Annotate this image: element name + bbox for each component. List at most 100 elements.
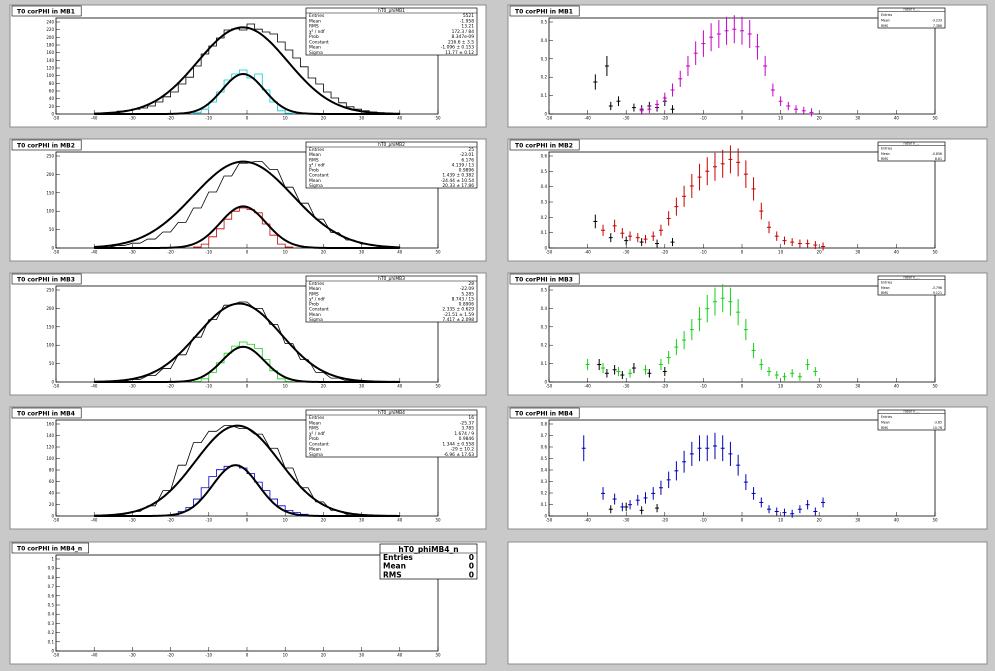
x-tick-label: -20 [167, 384, 174, 389]
stat-label: Sigma [309, 452, 323, 458]
stat-label: Mean [383, 562, 406, 571]
stat-label: Mean [881, 420, 890, 424]
stats-title: hT0_phiMB1 [378, 8, 405, 14]
x-tick-label: -20 [662, 518, 669, 523]
x-tick-label: 50 [435, 518, 441, 523]
stat-value: 28 [468, 281, 474, 287]
stats-title: hT0_phiMB4 [378, 410, 405, 416]
stat-value: 7.386 [933, 24, 942, 28]
stat-label: Entries [881, 415, 892, 419]
x-tick-label: 10 [778, 518, 784, 523]
x-tick-label: -50 [546, 518, 553, 523]
x-tick-label: -40 [584, 518, 591, 523]
x-tick-label: -40 [91, 250, 98, 255]
stat-label: RMS [309, 291, 319, 297]
stat-value: 9.121 [933, 291, 942, 295]
y-tick-label: 0.5 [541, 288, 548, 293]
x-tick-label: -20 [167, 653, 174, 658]
x-tick-label: 0 [246, 116, 249, 121]
stat-value: 172.3 / 84 [452, 29, 475, 35]
x-tick-label: 0 [741, 518, 744, 523]
y-tick-label: 120 [46, 66, 54, 71]
x-tick-label: 40 [397, 250, 403, 255]
y-tick-label: 0.3 [541, 479, 548, 484]
x-tick-label: -20 [167, 518, 174, 523]
y-tick-label: 20 [49, 104, 55, 109]
x-tick-label: -20 [167, 250, 174, 255]
stat-label: Constant [309, 307, 329, 313]
stat-label: Entries [309, 415, 325, 421]
x-tick-label: -50 [53, 250, 60, 255]
title-box [11, 5, 82, 17]
y-tick-label: 40 [49, 491, 55, 496]
y-tick-label: 0.3 [541, 56, 548, 61]
y-tick-label: 0 [544, 246, 547, 251]
y-tick-label: 0.4 [541, 468, 548, 473]
x-tick-label: 50 [435, 116, 441, 121]
x-tick-label: 0 [246, 250, 249, 255]
stat-value: 1.674 / 9 [454, 431, 474, 437]
x-tick-label: 40 [397, 116, 403, 121]
y-tick-label: 0.5 [541, 169, 548, 174]
x-tick-label: 20 [817, 518, 823, 523]
y-tick-label: 40 [49, 96, 55, 101]
x-tick-label: 10 [283, 518, 289, 523]
y-tick-label: 140 [46, 433, 54, 438]
x-tick-label: -50 [53, 518, 60, 523]
x-tick-label: 20 [321, 116, 327, 121]
y-tick-label: 0.6 [541, 445, 548, 450]
x-tick-label: -40 [91, 653, 98, 658]
x-tick-label: 40 [894, 116, 900, 121]
y-tick-label: 0.5 [48, 603, 55, 608]
stat-value: 0.9896 [459, 168, 475, 174]
x-tick-label: -40 [91, 518, 98, 523]
pad-frame [9, 272, 487, 396]
stat-label: Sigma [309, 317, 323, 323]
stat-value: -24.44 ± 10.54 [441, 178, 474, 184]
title-box [509, 407, 580, 419]
histogram-selected [193, 69, 294, 114]
y-tick-label: 0.4 [541, 306, 548, 311]
stat-value: -22.09 [460, 286, 474, 292]
fit-curve-selected [94, 345, 400, 383]
stat-label: Mean [881, 152, 890, 156]
x-tick-label: -30 [623, 518, 630, 523]
y-tick-label: 0.8 [48, 575, 55, 580]
chart-title: T0 corPHI in MB4 [515, 411, 573, 418]
stat-value: 4.139 / 13 [452, 162, 475, 168]
y-tick-label: 0.5 [541, 20, 548, 25]
stat-value: 8.61 [935, 157, 942, 161]
y-tick-label: 100 [46, 456, 54, 461]
chart-title: T0 corPHI in MB3 [515, 277, 573, 284]
y-tick-label: 0.3 [541, 200, 548, 205]
stats-box: hT0_phiMB2 Entries 25 Mean -23.01 RMS 6.176 χ² … [305, 141, 478, 189]
y-tick-label: 100 [46, 73, 54, 78]
histogram-all [101, 301, 385, 383]
stat-label: Constant [309, 441, 329, 447]
histogram-all [101, 23, 401, 114]
stat-value: 2.335 ± 0.629 [442, 307, 474, 313]
x-tick-label: 20 [321, 653, 327, 658]
stat-value: 5521 [463, 13, 474, 19]
y-tick-label: 60 [49, 479, 55, 484]
fit-curve-selected [94, 464, 400, 517]
y-tick-label: 100 [46, 209, 54, 214]
y-tick-label: 80 [49, 81, 55, 86]
stat-label: Mean [309, 45, 321, 51]
x-tick-label: 10 [283, 116, 289, 121]
stat-value: 1.439 ± 0.382 [442, 173, 474, 179]
stat-label: Entries [383, 553, 413, 562]
x-tick-label: 10 [283, 384, 289, 389]
stats-frame [379, 543, 478, 580]
x-tick-label: 30 [359, 384, 365, 389]
x-tick-label: -50 [53, 653, 60, 658]
stat-value: 20.33 ± 17.86 [442, 183, 474, 189]
y-tick-label: 220 [46, 27, 54, 32]
x-tick-label: 30 [359, 653, 365, 658]
stat-label: Constant [309, 173, 329, 179]
stats-box: hT0_phiMB1 Entries 5521 Mean -1.958 RMS 13.21 χ… [305, 7, 478, 56]
